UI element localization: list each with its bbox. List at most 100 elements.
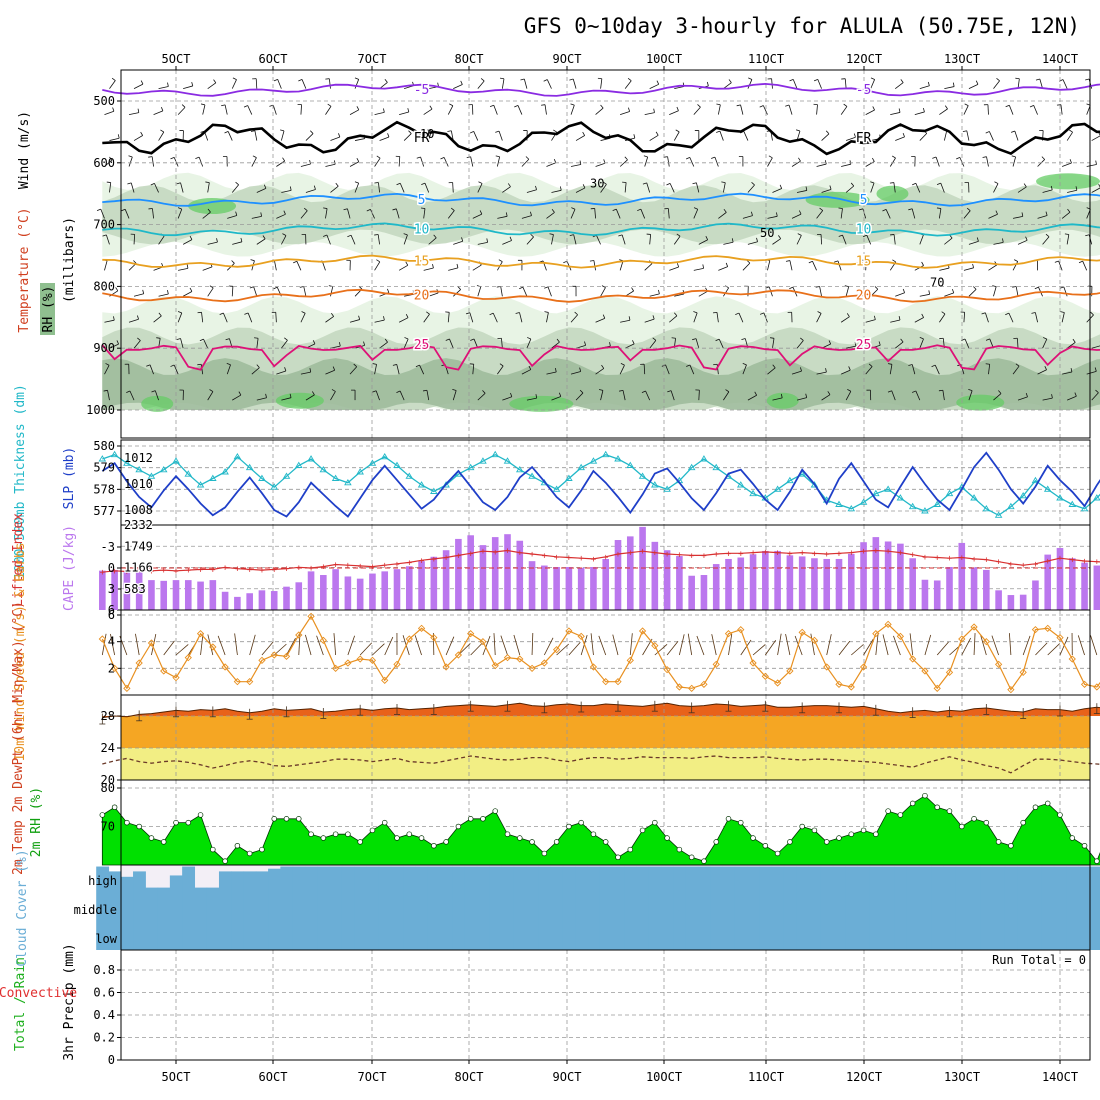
wind-barb-flag — [870, 181, 875, 184]
thickness-point — [921, 507, 929, 514]
wind-barb — [816, 371, 827, 375]
isotherm-line — [102, 288, 1100, 303]
wind-barb-flag — [968, 388, 973, 392]
thickness-point — [663, 485, 671, 492]
rh2m-point — [455, 823, 462, 830]
li-point: + — [161, 566, 167, 576]
wind-barb-flag — [209, 389, 214, 392]
cloud-high-bar — [501, 866, 515, 893]
thickness-point — [908, 502, 917, 510]
wind-barb — [305, 394, 315, 401]
wind10m-barb — [711, 634, 717, 656]
li-point: + — [652, 549, 658, 559]
wind-barb-flag — [343, 208, 348, 211]
wind-barb-flag — [254, 337, 259, 339]
ylabel-precip-total: Total / Rain — [13, 957, 28, 1051]
wind-barb — [719, 131, 724, 141]
cloud-middle-bar — [218, 893, 232, 920]
wind-barb — [547, 286, 552, 297]
wind-barb — [325, 369, 335, 375]
cloud-middle-bar — [771, 893, 785, 920]
wind-barb — [600, 184, 607, 193]
cape-bar — [393, 569, 401, 610]
wind10m-barb — [1059, 636, 1069, 656]
wind-barb-flag — [582, 184, 586, 189]
wind-barb-flag — [655, 131, 659, 136]
wind10m-point — [700, 680, 708, 688]
wind-barb — [968, 240, 979, 245]
wind-barb-flag — [303, 207, 308, 212]
cloud-middle-bar — [881, 893, 895, 920]
wind-barb — [182, 291, 193, 297]
wind-barb — [846, 345, 857, 349]
cloud-high-bar — [575, 866, 588, 893]
rh2m-point — [173, 819, 179, 826]
wind-barb — [742, 215, 753, 219]
cloud-low-bar — [133, 920, 146, 950]
wind-barb-flag — [697, 104, 701, 108]
wind-barb-flag — [106, 181, 111, 183]
wind-barb — [128, 318, 139, 323]
cape-bar — [270, 591, 278, 610]
wind-barb — [919, 85, 930, 90]
wind-barb-flag — [416, 156, 421, 159]
wind10m-point — [1007, 686, 1015, 694]
wind-barb — [816, 104, 818, 115]
cloud-low-bar — [992, 920, 1006, 950]
time-label-bottom: 8OCT — [455, 1070, 484, 1084]
wind-barb — [767, 157, 773, 167]
wind-barb-flag — [556, 338, 560, 343]
cape-bar — [295, 582, 303, 610]
cape-bar — [958, 542, 966, 610]
wind-barb-flag — [103, 389, 108, 392]
wind-barb-flag — [309, 159, 311, 165]
rh2m-point — [394, 835, 400, 841]
wind-barb-flag — [498, 259, 503, 262]
wind-barb-flag — [976, 237, 979, 242]
wind-barb-flag — [715, 338, 720, 342]
wind-barb — [717, 104, 721, 115]
cloud-low-bar — [587, 920, 601, 950]
wind-barb — [232, 394, 242, 401]
wind10m-point — [454, 651, 463, 659]
cloud-level-label: middle — [74, 903, 117, 917]
wind10m-point — [994, 660, 1003, 668]
wind-barb-flag — [469, 131, 474, 134]
cloud-low-bar — [599, 920, 613, 950]
li-point: + — [407, 558, 413, 568]
cloud-middle-bar — [169, 893, 183, 920]
rh2m-point — [185, 819, 192, 826]
wind-barb-flag — [652, 315, 655, 320]
li-point: + — [873, 547, 879, 557]
thickness-point — [430, 487, 438, 494]
thickness-y-tick-label: 580 — [93, 439, 115, 453]
wind-barb — [624, 80, 632, 89]
wind-barb — [935, 156, 940, 167]
time-label-top: 5OCT — [162, 52, 191, 66]
cloud-low-bar — [366, 920, 380, 950]
wind-barb — [1037, 215, 1048, 219]
wind10m-barb — [500, 635, 508, 656]
thickness-point — [380, 452, 389, 460]
wind-barb — [767, 260, 771, 271]
thickness-y-tick-label: 578 — [93, 482, 115, 496]
wind-barb-flag — [224, 131, 229, 134]
wind-barb — [1091, 187, 1100, 193]
wind-barb-flag — [872, 106, 875, 111]
rh-humid-blob — [766, 392, 799, 409]
wind-barb — [893, 182, 896, 193]
li-point: + — [714, 550, 720, 560]
cloud-high-bar — [231, 871, 245, 893]
wind-barb-flag — [499, 77, 505, 80]
wind-barb-flag — [776, 212, 778, 217]
wind-barb — [472, 264, 482, 271]
rh2m-point — [345, 831, 351, 837]
wind-barb-flag — [922, 107, 925, 113]
wind10m-barb — [493, 633, 496, 656]
wind-barb-flag — [356, 158, 360, 162]
cloud-low-bar — [292, 920, 306, 950]
wind-barb-flag — [105, 363, 110, 366]
wind-barb — [1015, 286, 1019, 297]
wind-barb-flag — [1011, 155, 1016, 158]
wind-barb — [600, 78, 603, 89]
